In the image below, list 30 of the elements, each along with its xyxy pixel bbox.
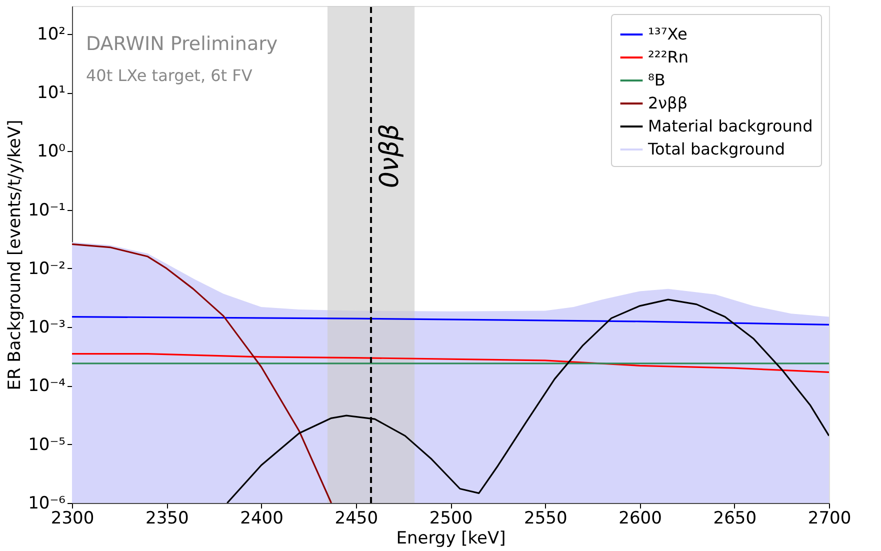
x-axis-title: Energy [keV] xyxy=(396,528,506,548)
x-tick-label: 2450 xyxy=(334,508,378,528)
legend-label: Total background xyxy=(647,140,786,158)
annotation: 40t LXe target, 6t FV xyxy=(86,66,252,85)
legend-label: ⁸B xyxy=(648,70,666,90)
y-tick-label: 10⁻³ xyxy=(28,318,66,338)
line-series xyxy=(72,316,829,326)
y-tick-label: 10⁻⁵ xyxy=(28,434,66,455)
x-tick-label: 2400 xyxy=(240,508,284,528)
annotation: DARWIN Preliminary xyxy=(86,33,278,55)
x-tick-label: 2350 xyxy=(145,508,189,528)
legend-label: ²²²Rn xyxy=(648,48,688,66)
x-tick-label: 2700 xyxy=(808,508,852,528)
legend-label: 2νββ xyxy=(648,94,688,112)
x-tick-label: 2650 xyxy=(713,508,757,528)
x-tick-label: 2600 xyxy=(618,508,662,528)
line-series xyxy=(72,243,332,503)
y-tick-label: 10¹ xyxy=(37,83,66,104)
legend-label: ¹³⁷Xe xyxy=(648,24,688,44)
y-axis-title: ER Background [events/t/y/keV] xyxy=(5,120,26,390)
y-tick-label: 10² xyxy=(37,24,66,44)
y-tick-label: 10⁻¹ xyxy=(28,200,66,220)
y-tick-label: 10⁰ xyxy=(37,142,66,162)
x-tick-label: 2550 xyxy=(524,508,568,528)
y-tick-label: 10⁻² xyxy=(28,258,66,279)
line-series xyxy=(72,353,829,374)
x-tick-label: 2500 xyxy=(429,508,473,528)
ref-line-label: 0νββ xyxy=(375,124,406,188)
y-tick-label: 10⁻⁴ xyxy=(28,376,66,396)
legend-label: Material background xyxy=(648,116,813,136)
